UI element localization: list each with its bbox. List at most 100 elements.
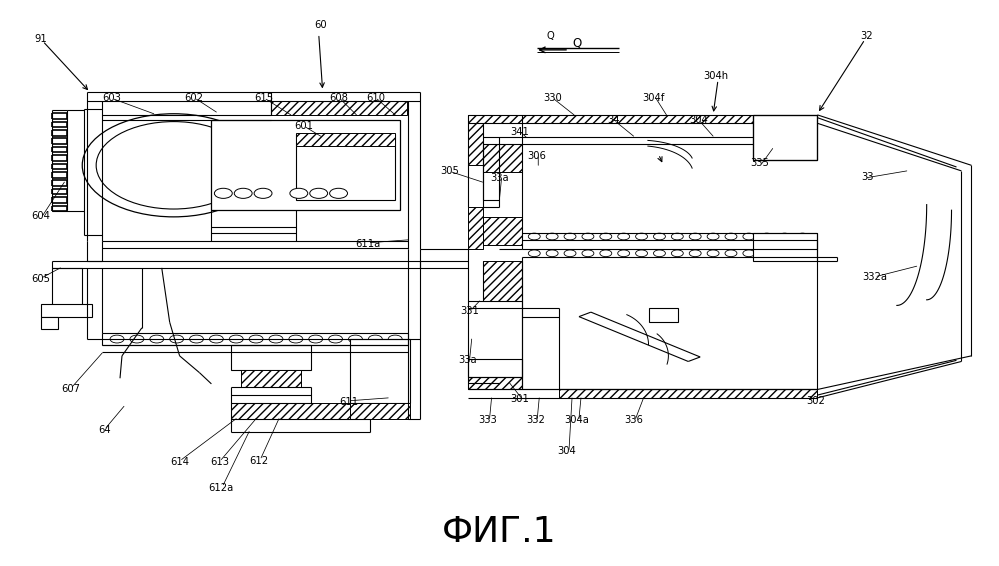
Text: 332: 332 (525, 415, 544, 425)
Bar (351, 404, 411, 419)
Text: 302: 302 (806, 396, 825, 406)
Circle shape (671, 233, 683, 240)
Text: 304h: 304h (703, 71, 728, 80)
Circle shape (743, 250, 755, 256)
Text: 610: 610 (366, 93, 385, 103)
Circle shape (349, 335, 363, 343)
Circle shape (546, 233, 558, 240)
Bar (468, 115, 753, 123)
Bar (53, 268, 82, 306)
Text: 306: 306 (526, 151, 545, 161)
Text: 612a: 612a (209, 483, 234, 492)
Text: 34: 34 (607, 115, 620, 126)
Text: 304: 304 (557, 446, 576, 456)
Circle shape (653, 233, 665, 240)
Bar (468, 377, 522, 389)
Bar (468, 123, 483, 165)
Bar (241, 370, 301, 387)
Circle shape (635, 250, 647, 256)
Text: 614: 614 (170, 457, 189, 468)
Circle shape (528, 250, 540, 256)
Circle shape (653, 250, 665, 256)
Circle shape (254, 188, 272, 198)
Bar (753, 233, 817, 260)
Circle shape (564, 233, 576, 240)
Circle shape (310, 188, 328, 198)
Circle shape (110, 335, 124, 343)
Text: 601: 601 (295, 121, 314, 131)
Circle shape (617, 233, 629, 240)
Text: 605: 605 (31, 273, 50, 284)
Circle shape (170, 335, 184, 343)
Circle shape (707, 233, 719, 240)
Circle shape (369, 335, 383, 343)
Circle shape (582, 233, 593, 240)
Text: 33: 33 (861, 171, 873, 182)
Bar (483, 144, 522, 172)
Bar (753, 115, 817, 160)
Circle shape (215, 188, 232, 198)
Text: 33a: 33a (459, 355, 477, 365)
Bar (559, 389, 817, 398)
Text: 332a: 332a (862, 272, 887, 282)
Bar (232, 404, 371, 419)
Text: 612: 612 (250, 456, 269, 466)
Circle shape (190, 335, 204, 343)
Bar (41, 316, 58, 329)
Text: 32: 32 (861, 31, 873, 41)
Bar (212, 121, 401, 210)
Circle shape (234, 188, 252, 198)
Circle shape (210, 335, 224, 343)
Circle shape (599, 250, 611, 256)
Circle shape (725, 233, 737, 240)
Text: 305: 305 (441, 166, 460, 176)
Text: 602: 602 (184, 93, 203, 103)
Circle shape (689, 250, 701, 256)
Circle shape (778, 233, 790, 240)
Bar (296, 134, 396, 145)
Bar (41, 305, 92, 316)
Text: 607: 607 (61, 384, 80, 395)
Bar (296, 134, 396, 200)
Text: 91: 91 (34, 34, 47, 44)
Text: 64: 64 (98, 425, 111, 435)
Text: 333: 333 (479, 415, 497, 425)
Circle shape (582, 250, 593, 256)
Circle shape (599, 233, 611, 240)
Text: 301: 301 (509, 394, 528, 404)
Text: 615: 615 (255, 93, 274, 103)
Circle shape (249, 335, 263, 343)
Circle shape (309, 335, 323, 343)
Bar (648, 308, 678, 322)
Circle shape (329, 335, 343, 343)
Circle shape (796, 233, 808, 240)
Text: 330: 330 (542, 93, 561, 103)
Circle shape (689, 233, 701, 240)
Text: 335: 335 (750, 157, 769, 168)
Circle shape (778, 250, 790, 256)
Circle shape (761, 250, 772, 256)
Text: 604: 604 (31, 211, 50, 221)
Circle shape (82, 114, 265, 217)
Circle shape (725, 250, 737, 256)
Text: 611a: 611a (356, 239, 381, 249)
Circle shape (707, 250, 719, 256)
Bar (483, 260, 522, 301)
Text: 341: 341 (509, 127, 528, 136)
Circle shape (150, 335, 164, 343)
Bar (483, 217, 522, 245)
Circle shape (635, 233, 647, 240)
Text: 336: 336 (624, 415, 643, 425)
Text: 603: 603 (103, 93, 122, 103)
Text: 33a: 33a (491, 173, 508, 183)
Bar (468, 359, 522, 377)
Bar (351, 339, 411, 404)
Circle shape (743, 233, 755, 240)
Circle shape (290, 188, 308, 198)
Text: 331: 331 (461, 306, 480, 316)
Bar (232, 345, 311, 370)
Bar (468, 207, 483, 250)
Circle shape (130, 335, 144, 343)
Text: 304a: 304a (564, 415, 589, 425)
Circle shape (230, 335, 243, 343)
